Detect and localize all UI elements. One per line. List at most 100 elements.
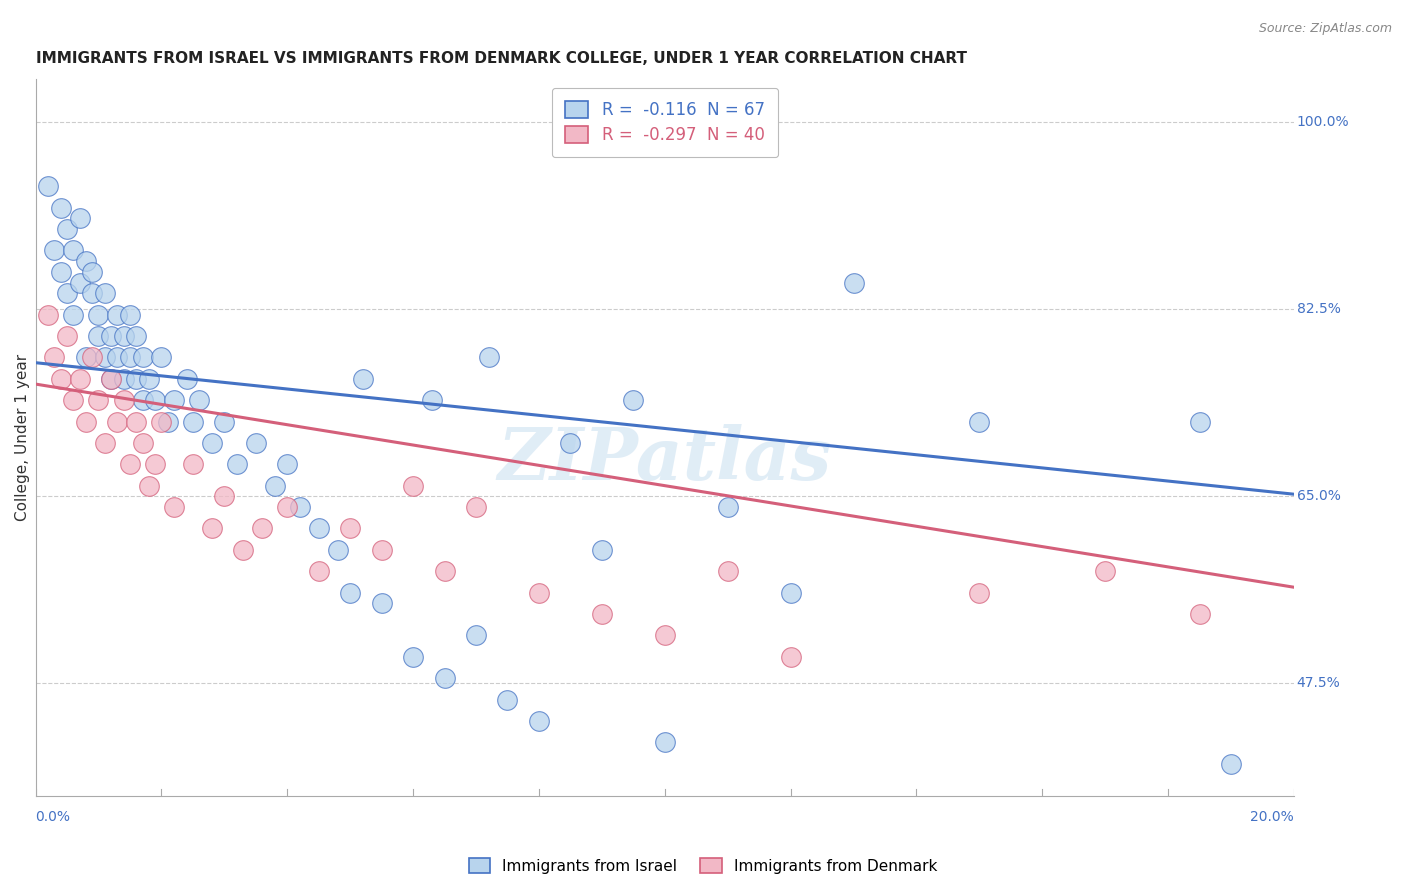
Text: 100.0%: 100.0% — [1296, 115, 1350, 129]
Point — [232, 542, 254, 557]
Point — [112, 329, 135, 343]
Point — [62, 244, 84, 258]
Point — [138, 478, 160, 492]
Point — [969, 415, 991, 429]
Point — [527, 714, 550, 728]
Point — [201, 436, 224, 450]
Point — [49, 201, 72, 215]
Text: 0.0%: 0.0% — [35, 810, 70, 824]
Point — [181, 457, 204, 471]
Point — [225, 457, 247, 471]
Point — [420, 393, 443, 408]
Point — [125, 372, 148, 386]
Point — [250, 521, 273, 535]
Point — [87, 393, 110, 408]
Point — [1220, 756, 1243, 771]
Text: 47.5%: 47.5% — [1296, 676, 1340, 690]
Point — [131, 436, 153, 450]
Point — [288, 500, 311, 514]
Y-axis label: College, Under 1 year: College, Under 1 year — [15, 354, 30, 521]
Point — [326, 542, 349, 557]
Point — [352, 372, 374, 386]
Point — [654, 628, 676, 642]
Point — [87, 329, 110, 343]
Point — [156, 415, 179, 429]
Point — [94, 436, 117, 450]
Point — [433, 671, 456, 685]
Point — [112, 372, 135, 386]
Point — [82, 286, 104, 301]
Point — [112, 393, 135, 408]
Point — [56, 222, 79, 236]
Point — [82, 265, 104, 279]
Point — [44, 244, 66, 258]
Point — [370, 542, 392, 557]
Point — [105, 415, 128, 429]
Point — [163, 393, 186, 408]
Point — [176, 372, 198, 386]
Point — [125, 415, 148, 429]
Point — [118, 308, 141, 322]
Point — [717, 500, 740, 514]
Point — [560, 436, 582, 450]
Point — [94, 286, 117, 301]
Point — [621, 393, 644, 408]
Point — [527, 585, 550, 599]
Point — [44, 351, 66, 365]
Point — [339, 521, 361, 535]
Point — [49, 372, 72, 386]
Point — [62, 308, 84, 322]
Point — [591, 607, 613, 621]
Point — [496, 692, 519, 706]
Point — [276, 500, 298, 514]
Point — [779, 649, 801, 664]
Text: 82.5%: 82.5% — [1296, 302, 1340, 317]
Point — [75, 351, 97, 365]
Point — [37, 308, 59, 322]
Point — [94, 351, 117, 365]
Text: 20.0%: 20.0% — [1250, 810, 1294, 824]
Point — [969, 585, 991, 599]
Point — [308, 564, 330, 578]
Point — [138, 372, 160, 386]
Point — [69, 211, 91, 226]
Point — [654, 735, 676, 749]
Point — [591, 542, 613, 557]
Point — [478, 351, 501, 365]
Point — [370, 596, 392, 610]
Text: 65.0%: 65.0% — [1296, 490, 1340, 503]
Point — [143, 393, 166, 408]
Point — [1188, 607, 1211, 621]
Point — [105, 351, 128, 365]
Point — [82, 351, 104, 365]
Point — [56, 329, 79, 343]
Point — [56, 286, 79, 301]
Point — [181, 415, 204, 429]
Point — [1188, 415, 1211, 429]
Point — [245, 436, 267, 450]
Point — [717, 564, 740, 578]
Point — [214, 415, 236, 429]
Point — [143, 457, 166, 471]
Point — [131, 393, 153, 408]
Legend: Immigrants from Israel, Immigrants from Denmark: Immigrants from Israel, Immigrants from … — [463, 852, 943, 880]
Point — [37, 179, 59, 194]
Point — [263, 478, 285, 492]
Point — [69, 372, 91, 386]
Text: IMMIGRANTS FROM ISRAEL VS IMMIGRANTS FROM DENMARK COLLEGE, UNDER 1 YEAR CORRELAT: IMMIGRANTS FROM ISRAEL VS IMMIGRANTS FRO… — [35, 51, 966, 66]
Point — [214, 489, 236, 503]
Point — [125, 329, 148, 343]
Point — [100, 329, 122, 343]
Point — [308, 521, 330, 535]
Point — [276, 457, 298, 471]
Point — [779, 585, 801, 599]
Point — [402, 649, 425, 664]
Text: ZIPatlas: ZIPatlas — [498, 424, 832, 494]
Point — [465, 628, 488, 642]
Point — [118, 457, 141, 471]
Point — [69, 276, 91, 290]
Point — [339, 585, 361, 599]
Point — [100, 372, 122, 386]
Legend: R =  -0.116  N = 67, R =  -0.297  N = 40: R = -0.116 N = 67, R = -0.297 N = 40 — [551, 87, 778, 157]
Text: Source: ZipAtlas.com: Source: ZipAtlas.com — [1258, 22, 1392, 36]
